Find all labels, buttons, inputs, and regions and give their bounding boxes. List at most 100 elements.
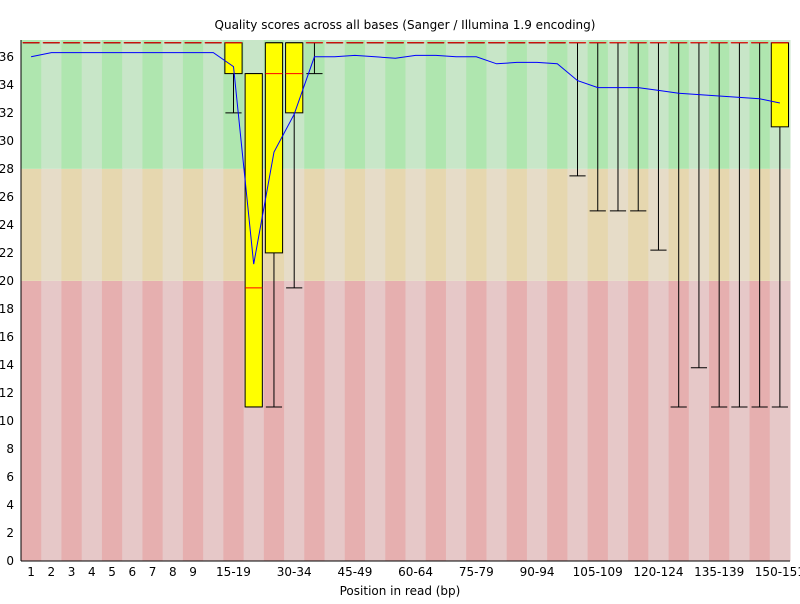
zone-good-stripe (446, 40, 467, 169)
zone-reasonable-stripe (61, 169, 82, 281)
x-tick-label: 30-34 (277, 565, 312, 579)
x-axis-label: Position in read (bp) (340, 584, 461, 598)
zone-reasonable-stripe (385, 169, 406, 281)
zone-good-stripe (203, 40, 224, 169)
box (286, 43, 303, 113)
zone-poor-stripe (21, 281, 42, 561)
y-tick-label: 30 (0, 134, 14, 148)
x-tick-label: 9 (189, 565, 197, 579)
zone-poor-stripe (608, 281, 629, 561)
y-tick-label: 2 (6, 526, 14, 540)
x-tick-label: 15-19 (216, 565, 251, 579)
zone-good-stripe (507, 40, 528, 169)
zone-poor-stripe (183, 281, 204, 561)
zone-poor-stripe (304, 281, 325, 561)
zone-poor-stripe (365, 281, 386, 561)
zone-good-stripe (163, 40, 184, 169)
box (771, 43, 788, 127)
zone-poor-stripe (163, 281, 184, 561)
zone-reasonable-stripe (142, 169, 163, 281)
zone-poor-stripe (527, 281, 548, 561)
zone-reasonable-stripe (304, 169, 325, 281)
zone-good-stripe (82, 40, 103, 169)
zone-good-stripe (102, 40, 123, 169)
y-tick-label: 16 (0, 330, 14, 344)
zone-reasonable-stripe (21, 169, 42, 281)
x-tick-label: 3 (68, 565, 76, 579)
y-tick-label: 10 (0, 414, 14, 428)
y-tick-label: 24 (0, 218, 14, 232)
zone-poor-stripe (446, 281, 467, 561)
zone-good-stripe (61, 40, 82, 169)
y-tick-label: 0 (6, 554, 14, 568)
zone-poor-stripe (466, 281, 487, 561)
zone-poor-stripe (102, 281, 123, 561)
zone-reasonable-stripe (183, 169, 204, 281)
zone-poor-stripe (203, 281, 224, 561)
zone-reasonable-stripe (163, 169, 184, 281)
y-tick-label: 18 (0, 302, 14, 316)
y-tick-label: 6 (6, 470, 14, 484)
y-tick-label: 4 (6, 498, 14, 512)
zone-reasonable-stripe (527, 169, 548, 281)
y-tick-label: 22 (0, 246, 14, 260)
zone-reasonable-stripe (41, 169, 62, 281)
zone-good-stripe (325, 40, 346, 169)
zone-reasonable-stripe (507, 169, 528, 281)
box (245, 74, 262, 407)
zone-good-stripe (385, 40, 406, 169)
zone-reasonable-stripe (122, 169, 143, 281)
y-tick-label: 36 (0, 50, 14, 64)
zone-good-stripe (426, 40, 447, 169)
y-tick-label: 34 (0, 78, 14, 92)
zone-reasonable-stripe (365, 169, 386, 281)
zone-reasonable-stripe (406, 169, 427, 281)
zone-reasonable-stripe (325, 169, 346, 281)
y-tick-label: 28 (0, 162, 14, 176)
zone-reasonable-stripe (446, 169, 467, 281)
zone-reasonable-stripe (426, 169, 447, 281)
zone-reasonable-stripe (223, 169, 244, 281)
chart-title: Quality scores across all bases (Sanger … (215, 18, 596, 32)
zone-poor-stripe (486, 281, 507, 561)
y-tick-label: 26 (0, 190, 14, 204)
x-tick-label: 60-64 (398, 565, 433, 579)
zone-good-stripe (345, 40, 366, 169)
zone-poor-stripe (547, 281, 568, 561)
zone-poor-stripe (567, 281, 588, 561)
zone-poor-stripe (284, 281, 305, 561)
zone-reasonable-stripe (102, 169, 123, 281)
x-tick-label: 45-49 (337, 565, 372, 579)
x-tick-label: 150-151 (755, 565, 800, 579)
x-tick-label: 5 (108, 565, 116, 579)
box (265, 43, 282, 253)
x-tick-label: 90-94 (520, 565, 555, 579)
zone-good-stripe (122, 40, 143, 169)
x-tick-label: 135-139 (694, 565, 744, 579)
zone-poor-stripe (628, 281, 649, 561)
zone-good-stripe (41, 40, 62, 169)
y-tick-label: 20 (0, 274, 14, 288)
zone-good-stripe (406, 40, 427, 169)
zone-poor-stripe (345, 281, 366, 561)
zone-poor-stripe (648, 281, 669, 561)
zone-good-stripe (547, 40, 568, 169)
y-tick-label: 32 (0, 106, 14, 120)
x-tick-label: 8 (169, 565, 177, 579)
zone-poor-stripe (82, 281, 103, 561)
zone-reasonable-stripe (466, 169, 487, 281)
zone-poor-stripe (41, 281, 62, 561)
zone-reasonable-stripe (345, 169, 366, 281)
x-tick-label: 2 (48, 565, 56, 579)
zone-poor-stripe (61, 281, 82, 561)
zone-poor-stripe (142, 281, 163, 561)
zone-poor-stripe (426, 281, 447, 561)
x-tick-label: 7 (149, 565, 157, 579)
zone-reasonable-stripe (486, 169, 507, 281)
x-tick-label: 1 (27, 565, 35, 579)
zone-reasonable-stripe (567, 169, 588, 281)
zone-reasonable-stripe (547, 169, 568, 281)
